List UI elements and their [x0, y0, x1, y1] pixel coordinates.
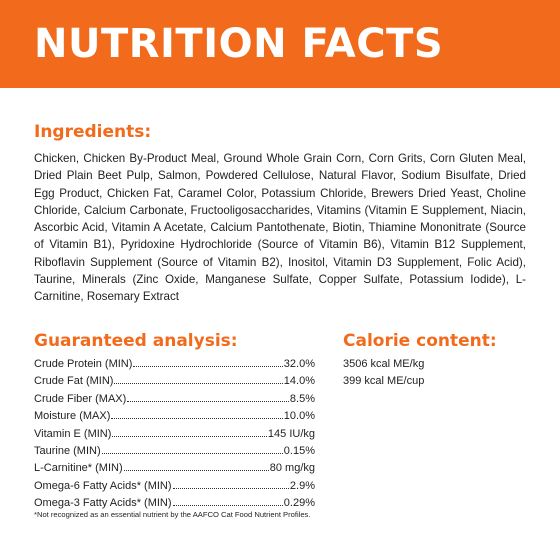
calorie-content-list: 3506 kcal ME/kg 399 kcal ME/cup: [343, 356, 424, 391]
dot-leader: [101, 452, 283, 454]
analysis-row-moisture: Moisture (MAX) 10.0%: [34, 408, 315, 425]
analysis-value: 145 IU/kg: [267, 427, 315, 440]
analysis-value: 80 mg/kg: [269, 462, 315, 475]
analysis-name: Moisture (MAX): [34, 410, 111, 423]
analysis-row-taurine: Taurine (MIN) 0.15%: [34, 443, 315, 460]
analysis-value: 0.15%: [283, 444, 315, 457]
analysis-name: L-Carnitine* (MIN): [34, 462, 123, 475]
dot-leader: [123, 470, 269, 472]
analysis-name: Taurine (MIN): [34, 444, 101, 457]
dot-leader: [172, 487, 289, 489]
analysis-name: Crude Fat (MIN): [34, 375, 114, 388]
analysis-row-l-carnitine: L-Carnitine* (MIN) 80 mg/kg: [34, 460, 315, 477]
analysis-name: Omega-3 Fatty Acids* (MIN): [34, 497, 172, 510]
analysis-row-vitamin-e: Vitamin E (MIN) 145 IU/kg: [34, 426, 315, 443]
analysis-name: Omega-6 Fatty Acids* (MIN): [34, 479, 172, 492]
dot-leader: [133, 366, 283, 367]
analysis-value: 2.9%: [289, 479, 315, 492]
page-title: NUTRITION FACTS: [34, 21, 444, 67]
header-banner: NUTRITION FACTS: [0, 0, 560, 88]
analysis-row-omega-3: Omega-3 Fatty Acids* (MIN) 0.29%: [34, 495, 315, 512]
calorie-content-heading: Calorie content:: [343, 331, 497, 351]
analysis-value: 0.29%: [283, 497, 315, 510]
analysis-row-omega-6: Omega-6 Fatty Acids* (MIN) 2.9%: [34, 478, 315, 495]
analysis-name: Crude Fiber (MAX): [34, 392, 127, 405]
dot-leader: [112, 435, 267, 437]
analysis-value: 8.5%: [289, 392, 315, 405]
guaranteed-analysis-heading: Guaranteed analysis:: [34, 331, 238, 351]
dot-leader: [127, 400, 289, 402]
footnote: *Not recognized as an essential nutrient…: [34, 510, 311, 519]
dot-leader: [114, 383, 283, 385]
analysis-value: 14.0%: [283, 375, 315, 388]
dot-leader: [172, 505, 283, 507]
analysis-row-crude-fat: Crude Fat (MIN) 14.0%: [34, 373, 315, 390]
calorie-line-per-kg: 3506 kcal ME/kg: [343, 358, 425, 370]
ingredients-text: Chicken, Chicken By-Product Meal, Ground…: [34, 152, 526, 304]
analysis-value: 10.0%: [283, 410, 315, 423]
analysis-row-crude-fiber: Crude Fiber (MAX) 8.5%: [34, 391, 315, 408]
analysis-name: Crude Protein (MIN): [34, 358, 133, 370]
guaranteed-analysis-list: Crude Protein (MIN) 32.0% Crude Fat (MIN…: [34, 356, 315, 513]
ingredients-heading: Ingredients:: [34, 122, 152, 142]
analysis-value: 32.0%: [283, 358, 315, 370]
calorie-line-per-cup: 399 kcal ME/cup: [343, 375, 425, 388]
analysis-name: Vitamin E (MIN): [34, 427, 112, 440]
analysis-row-crude-protein: Crude Protein (MIN) 32.0%: [34, 356, 315, 373]
dot-leader: [111, 418, 283, 420]
